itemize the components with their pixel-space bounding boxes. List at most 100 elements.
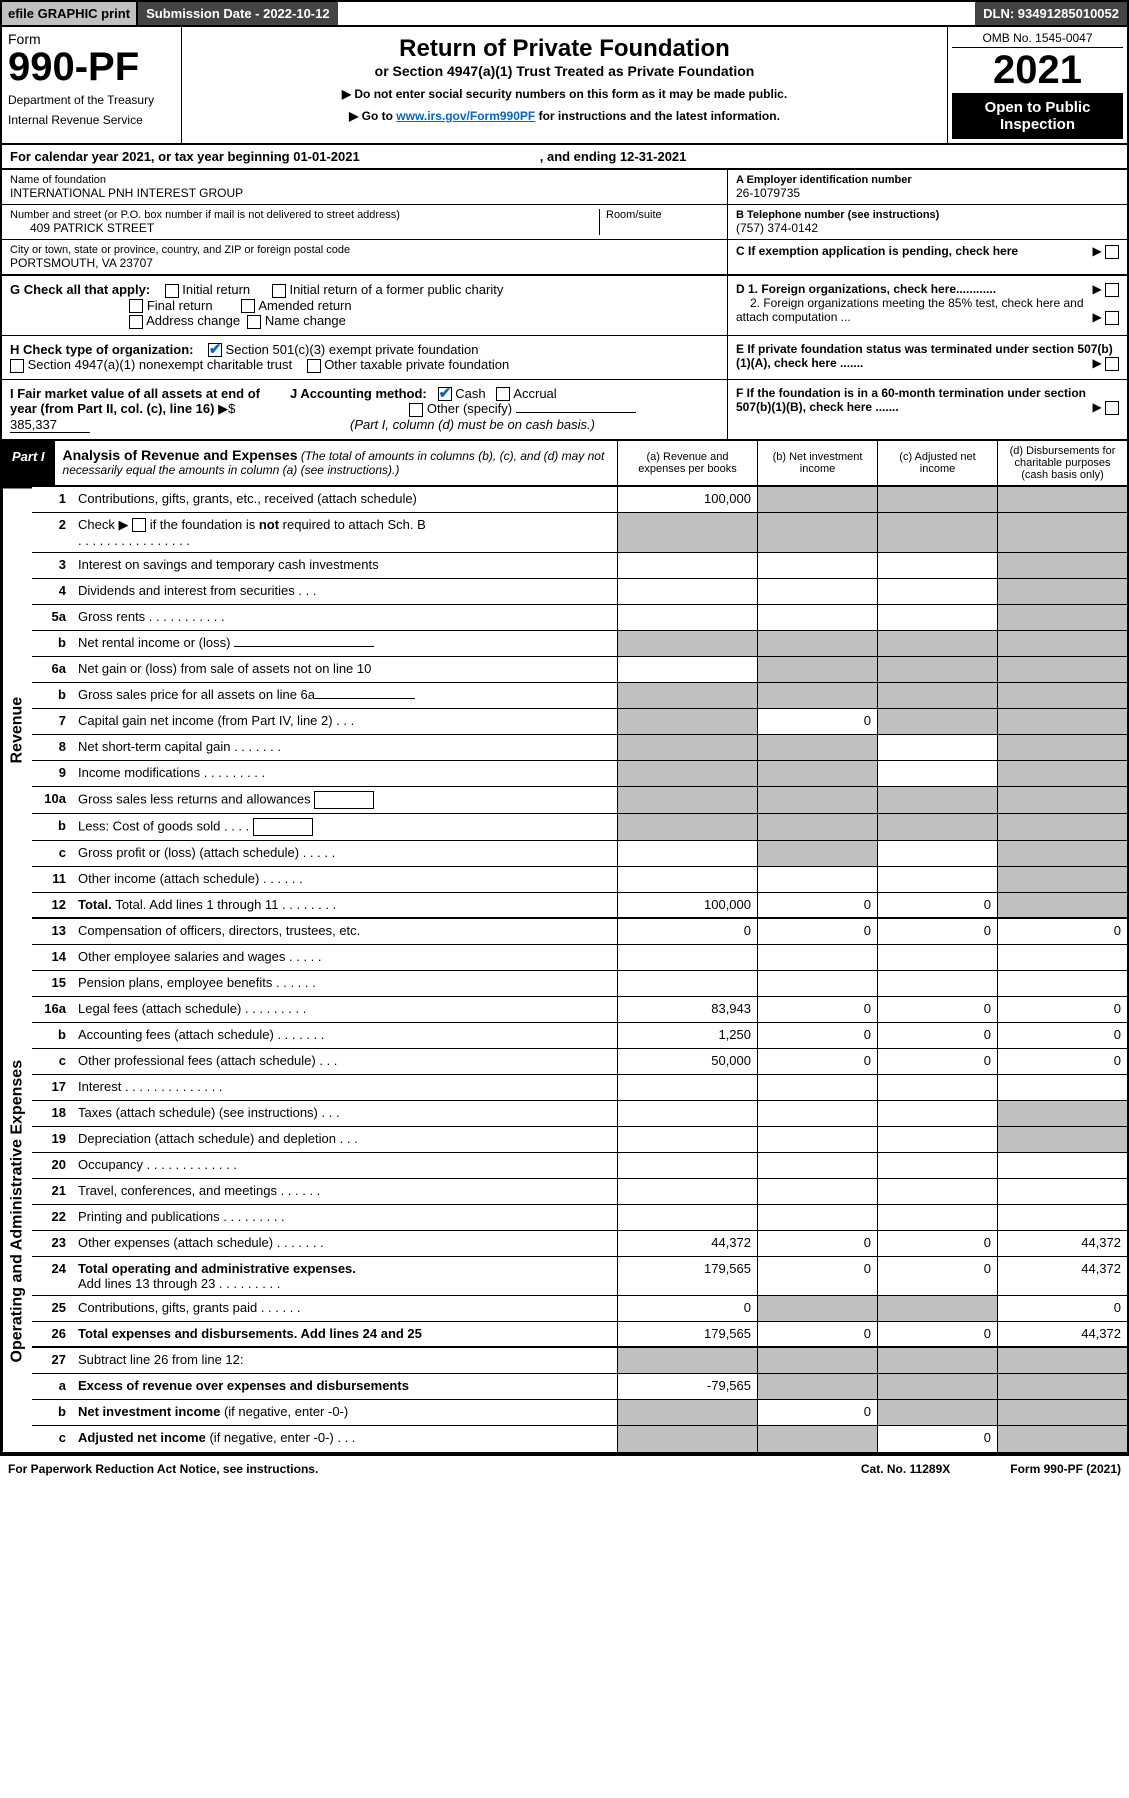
name-label: Name of foundation xyxy=(10,174,719,186)
name-change-checkbox[interactable] xyxy=(247,315,261,329)
line-25: 25Contributions, gifts, grants paid . . … xyxy=(32,1296,1127,1322)
other-specify xyxy=(516,412,636,413)
g-label: G Check all that apply: xyxy=(10,282,150,297)
c-cell: C If exemption application is pending, c… xyxy=(728,240,1127,262)
e-cell: E If private foundation status was termi… xyxy=(727,336,1127,379)
d-cell: D 1. Foreign organizations, check here..… xyxy=(727,276,1127,335)
info-right: A Employer identification number 26-1079… xyxy=(727,170,1127,274)
amended-return-checkbox[interactable] xyxy=(241,299,255,313)
final-return-checkbox[interactable] xyxy=(129,299,143,313)
lines-container: 1Contributions, gifts, grants, etc., rec… xyxy=(32,487,1127,1452)
tax-year: 2021 xyxy=(952,48,1123,93)
ein: 26-1079735 xyxy=(736,186,1119,200)
e-label: E If private foundation status was termi… xyxy=(736,342,1113,370)
4947-checkbox[interactable] xyxy=(10,359,24,373)
name-cell: Name of foundation INTERNATIONAL PNH INT… xyxy=(2,170,727,205)
line-1: 1Contributions, gifts, grants, etc., rec… xyxy=(32,487,1127,513)
line-16a: 16aLegal fees (attach schedule) . . . . … xyxy=(32,997,1127,1023)
line-27c: cAdjusted net income (if negative, enter… xyxy=(32,1426,1127,1452)
line-3: 3Interest on savings and temporary cash … xyxy=(32,553,1127,579)
calendar-year-row: For calendar year 2021, or tax year begi… xyxy=(0,145,1129,170)
initial-return-checkbox[interactable] xyxy=(165,284,179,298)
line-4: 4Dividends and interest from securities … xyxy=(32,579,1127,605)
part1-title: Analysis of Revenue and Expenses xyxy=(63,447,298,463)
line-17: 17Interest . . . . . . . . . . . . . . xyxy=(32,1075,1127,1101)
tel-cell: B Telephone number (see instructions) (7… xyxy=(728,205,1127,240)
ein-label: A Employer identification number xyxy=(736,174,1119,186)
cal-begin: For calendar year 2021, or tax year begi… xyxy=(10,149,360,164)
line-10a: 10aGross sales less returns and allowanc… xyxy=(32,787,1127,814)
f-checkbox[interactable] xyxy=(1105,401,1119,415)
form-subtitle: or Section 4947(a)(1) Trust Treated as P… xyxy=(190,63,939,79)
col-c-header: (c) Adjusted net income xyxy=(877,441,997,485)
line-10b: bLess: Cost of goods sold . . . . xyxy=(32,814,1127,841)
d2-label: 2. Foreign organizations meeting the 85%… xyxy=(736,296,1084,324)
other-taxable-checkbox[interactable] xyxy=(307,359,321,373)
check-section: G Check all that apply: Initial return I… xyxy=(0,276,1129,441)
line-20: 20Occupancy . . . . . . . . . . . . . xyxy=(32,1153,1127,1179)
dln: DLN: 93491285010052 xyxy=(975,2,1127,25)
goto-note: ▶ Go to www.irs.gov/Form990PF for instru… xyxy=(190,109,939,123)
header-right: OMB No. 1545-0047 2021 Open to Public In… xyxy=(947,27,1127,143)
line-27: 27Subtract line 26 from line 12: xyxy=(32,1348,1127,1374)
form-ref: Form 990-PF (2021) xyxy=(1010,1462,1121,1476)
line-5a: 5aGross rents . . . . . . . . . . . xyxy=(32,605,1127,631)
line-13: 13Compensation of officers, directors, t… xyxy=(32,919,1127,945)
line-18: 18Taxes (attach schedule) (see instructi… xyxy=(32,1101,1127,1127)
foundation-name: INTERNATIONAL PNH INTEREST GROUP xyxy=(10,186,719,200)
telephone: (757) 374-0142 xyxy=(736,221,1119,235)
j-note: (Part I, column (d) must be on cash basi… xyxy=(290,417,595,432)
city: PORTSMOUTH, VA 23707 xyxy=(10,256,719,270)
line-10c: cGross profit or (loss) (attach schedule… xyxy=(32,841,1127,867)
h-cell: H Check type of organization: Section 50… xyxy=(2,336,727,379)
open-public: Open to Public Inspection xyxy=(952,93,1123,139)
cal-end: , and ending 12-31-2021 xyxy=(540,149,687,164)
revenue-label: Revenue xyxy=(2,487,32,971)
efile-label[interactable]: efile GRAPHIC print xyxy=(2,2,138,25)
cat-no: Cat. No. 11289X xyxy=(861,1462,950,1476)
c-label: C If exemption application is pending, c… xyxy=(736,244,1018,258)
header-left: Form 990-PF Department of the Treasury I… xyxy=(2,27,182,143)
foundation-info: Name of foundation INTERNATIONAL PNH INT… xyxy=(0,170,1129,276)
other-method-checkbox[interactable] xyxy=(409,403,423,417)
j-label: J Accounting method: xyxy=(290,386,427,401)
line-19: 19Depreciation (attach schedule) and dep… xyxy=(32,1127,1127,1153)
line-23: 23Other expenses (attach schedule) . . .… xyxy=(32,1231,1127,1257)
part1-tag: Part I xyxy=(2,441,55,485)
fmv-value: 385,337 xyxy=(10,417,90,433)
line-9: 9Income modifications . . . . . . . . . xyxy=(32,761,1127,787)
d2-checkbox[interactable] xyxy=(1105,311,1119,325)
room-label: Room/suite xyxy=(606,209,719,221)
side-labels: Revenue Operating and Administrative Exp… xyxy=(2,487,32,1452)
part1-desc: Analysis of Revenue and Expenses (The to… xyxy=(55,441,617,485)
form990pf-link[interactable]: www.irs.gov/Form990PF xyxy=(396,109,535,123)
line-6b: bGross sales price for all assets on lin… xyxy=(32,683,1127,709)
tel-label: B Telephone number (see instructions) xyxy=(736,209,1119,221)
cash-checkbox[interactable] xyxy=(438,387,452,401)
initial-former-checkbox[interactable] xyxy=(272,284,286,298)
part1-header: Part I Analysis of Revenue and Expenses … xyxy=(0,441,1129,487)
line-21: 21Travel, conferences, and meetings . . … xyxy=(32,1179,1127,1205)
schb-checkbox[interactable] xyxy=(132,518,146,532)
address-cell: Number and street (or P.O. box number if… xyxy=(2,205,727,240)
dept-treasury: Department of the Treasury xyxy=(8,93,175,107)
e-checkbox[interactable] xyxy=(1105,357,1119,371)
line-6a: 6aNet gain or (loss) from sale of assets… xyxy=(32,657,1127,683)
h-row: H Check type of organization: Section 50… xyxy=(2,336,1127,380)
i-arrow: ▶$ xyxy=(218,401,235,416)
d1-checkbox[interactable] xyxy=(1105,283,1119,297)
address-change-checkbox[interactable] xyxy=(129,315,143,329)
part1-table: Revenue Operating and Administrative Exp… xyxy=(0,487,1129,1454)
form-number: 990-PF xyxy=(8,47,175,87)
c-checkbox[interactable] xyxy=(1105,245,1119,259)
h-label: H Check type of organization: xyxy=(10,342,193,357)
line-12: 12Total. Total. Add lines 1 through 11 .… xyxy=(32,893,1127,919)
col-d-header: (d) Disbursements for charitable purpose… xyxy=(997,441,1127,485)
addr-label: Number and street (or P.O. box number if… xyxy=(10,209,599,221)
ij-cell: I Fair market value of all assets at end… xyxy=(2,380,727,439)
header-middle: Return of Private Foundation or Section … xyxy=(182,27,947,143)
f-cell: F If the foundation is in a 60-month ter… xyxy=(727,380,1127,439)
g-row: G Check all that apply: Initial return I… xyxy=(2,276,1127,336)
accrual-checkbox[interactable] xyxy=(496,387,510,401)
501c3-checkbox[interactable] xyxy=(208,343,222,357)
